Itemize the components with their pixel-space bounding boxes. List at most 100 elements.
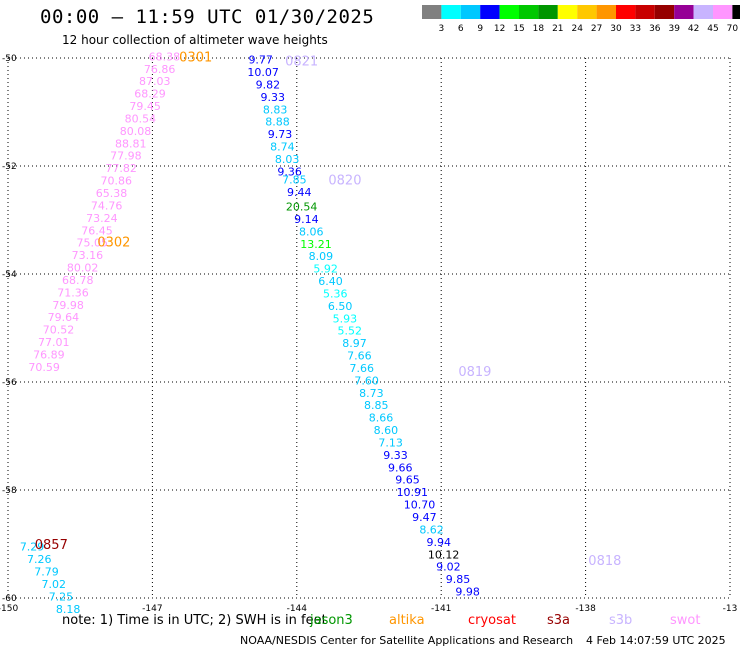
- wave-height-value: 9.73: [268, 128, 293, 141]
- wave-height-value: 9.47: [412, 511, 437, 524]
- wave-height-value: 70.59: [28, 361, 60, 374]
- wave-height-value: 8.03: [275, 153, 300, 166]
- x-tick-label: -138: [575, 604, 596, 614]
- legend-tick-label: 21: [552, 24, 563, 34]
- wave-height-value: 5.52: [337, 325, 362, 338]
- legend-tick-label: 6: [458, 24, 464, 34]
- x-tick-label: -147: [142, 604, 162, 614]
- wave-height-value: 68.78: [62, 274, 94, 287]
- wave-height-value: 7.85: [282, 174, 307, 187]
- legend-swatch: [441, 5, 461, 19]
- wave-height-value: 8.73: [359, 387, 384, 400]
- wave-height-value: 7.26: [27, 553, 52, 566]
- wave-height-value: 10.12: [428, 548, 460, 561]
- wave-height-value: 5.93: [333, 312, 358, 325]
- wave-height-map: -150 -147 -144 -141 -138 -13 -50 -52 -54 -56 -58 -6…: [0, 50, 738, 616]
- wave-height-value: 80.08: [120, 125, 152, 138]
- wave-height-value: 9.66: [388, 461, 413, 474]
- pass-label: 0821: [285, 55, 318, 70]
- wave-height-value: 9.02: [436, 561, 461, 574]
- satellite-label-cryosat: cryosat: [468, 613, 516, 628]
- pass-label: 0819: [458, 365, 491, 380]
- legend-swatch: [596, 5, 616, 19]
- y-tick-label: -56: [2, 378, 17, 388]
- wave-height-value: 7.79: [34, 566, 59, 579]
- legend-tick-label: 3: [439, 24, 445, 34]
- y-tick-label: -54: [2, 270, 17, 280]
- wave-height-value: 76.89: [33, 348, 65, 361]
- pass-label: 0857: [35, 538, 68, 553]
- legend-swatch: [538, 5, 558, 19]
- wave-height-value: 73.24: [86, 212, 118, 225]
- legend-swatch: [460, 5, 481, 19]
- wave-height-value: 9.98: [455, 586, 480, 599]
- wave-height-value: 6.50: [328, 300, 353, 313]
- generation-timestamp: 4 Feb 14:07:59 UTC 2025: [586, 634, 726, 647]
- wave-height-value: 8.97: [342, 337, 367, 350]
- legend-swatch: [480, 5, 500, 19]
- y-tick-label: -60: [2, 594, 17, 604]
- wave-height-value: 9.14: [294, 213, 319, 226]
- wave-height-value: 88.81: [115, 137, 147, 150]
- wave-height-value: 20.54: [286, 201, 318, 214]
- wave-height-value: 8.74: [270, 141, 295, 154]
- legend-swatch: [577, 5, 597, 19]
- wave-height-value: 13.21: [300, 238, 332, 251]
- wave-height-value: 10.07: [247, 66, 279, 79]
- legend-tick-label: 15: [513, 24, 524, 34]
- satellite-label-s3a: s3a: [547, 613, 571, 628]
- satellite-label-s3b: s3b: [609, 613, 633, 628]
- wave-height-value: 87.03: [139, 75, 171, 88]
- wave-height-value: 9.65: [395, 474, 420, 487]
- legend-tick-label: 70: [727, 24, 739, 34]
- wave-height-value: 9.77: [248, 54, 273, 67]
- legend-tick-label: 18: [533, 24, 545, 34]
- page-subtitle: 12 hour collection of altimeter wave hei…: [62, 33, 328, 47]
- wave-height-value: 77.98: [110, 150, 142, 163]
- wave-height-value: 10.91: [397, 486, 429, 499]
- satellite-label-jason3: jason3: [310, 613, 353, 628]
- footer-note: note: 1) Time is in UTC; 2) SWH is in fe…: [62, 613, 327, 628]
- wave-height-value: 6.40: [318, 275, 343, 288]
- wave-height-value: 76.86: [144, 63, 176, 76]
- wave-height-value: 71.36: [57, 286, 89, 299]
- wave-height-value: 8.88: [265, 116, 290, 129]
- legend-swatch: [732, 5, 740, 19]
- wave-height-value: 7.66: [350, 362, 375, 375]
- legend-swatch: [654, 5, 675, 19]
- wave-height-value: 8.60: [374, 424, 399, 437]
- wave-height-value: 8.85: [364, 399, 389, 412]
- wave-height-value: 9.85: [446, 573, 471, 586]
- legend-tick-label: 27: [591, 24, 602, 34]
- pass-label: 0302: [97, 236, 130, 251]
- wave-height-value: 9.82: [256, 78, 281, 91]
- legend-swatch: [674, 5, 694, 19]
- legend-swatch: [713, 5, 733, 19]
- x-tick-label: -144: [287, 604, 308, 614]
- wave-height-value: 8.83: [263, 103, 288, 116]
- x-tick-label: -141: [431, 604, 451, 614]
- legend-swatch: [557, 5, 578, 19]
- x-tick-label: -13: [723, 604, 738, 614]
- legend-swatch: [422, 5, 442, 19]
- satellite-label-swot: swot: [670, 613, 701, 628]
- legend-swatch: [616, 5, 636, 19]
- wave-height-value: 70.86: [101, 175, 133, 188]
- pass-label: 0818: [588, 554, 621, 569]
- wave-height-value: 79.98: [52, 299, 84, 312]
- wave-height-value: 8.18: [56, 603, 81, 616]
- wave-height-value: 7.60: [354, 374, 379, 387]
- x-tick-label: -150: [0, 604, 18, 614]
- legend-tick-label: 9: [477, 24, 483, 34]
- y-tick-label: -52: [2, 162, 17, 172]
- legend-tick-label: 36: [649, 24, 661, 34]
- legend-tick-label: 33: [630, 24, 641, 34]
- wave-height-value: 80.02: [67, 262, 99, 275]
- pass-label: 0820: [328, 174, 361, 189]
- wave-height-value: 79.45: [129, 100, 161, 113]
- wave-height-value: 79.64: [48, 311, 80, 324]
- legend-tick-label: 24: [571, 24, 583, 34]
- wave-height-value: 77.01: [38, 336, 70, 349]
- wave-height-value: 9.33: [260, 91, 285, 104]
